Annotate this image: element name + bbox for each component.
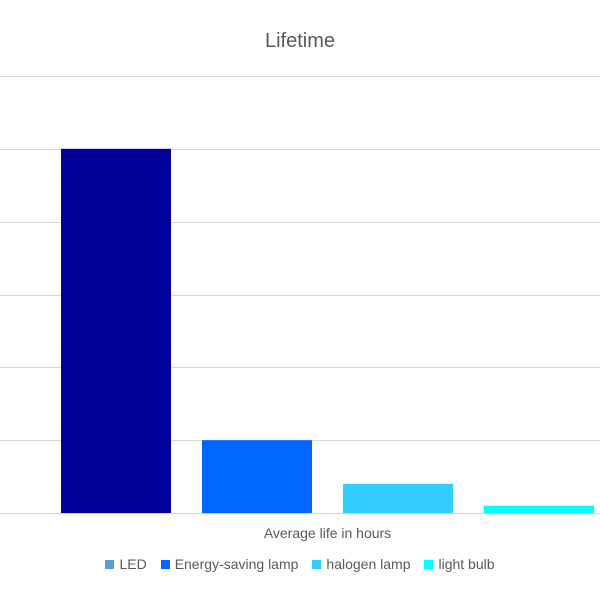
bar-halogen-lamp: [343, 483, 453, 513]
legend-swatch-light-bulb: [424, 559, 434, 569]
legend-item-halogen-lamp: halogen lamp: [312, 556, 410, 572]
legend-label-energy-saving-lamp: Energy-saving lamp: [174, 556, 299, 572]
legend-swatch-halogen-lamp: [312, 559, 322, 569]
bar-led: [61, 148, 171, 514]
legend-item-led: LED: [105, 556, 147, 572]
legend-item-light-bulb: light bulb: [424, 556, 495, 572]
bars: [61, 148, 594, 514]
legend-label-led: LED: [119, 556, 147, 572]
legend: LED Energy-saving lamp halogen lamp ligh…: [0, 556, 600, 572]
category-axis-label: Average life in hours: [263, 525, 392, 541]
legend-label-halogen-lamp: halogen lamp: [326, 556, 411, 572]
legend-item-energy-saving-lamp: Energy-saving lamp: [160, 556, 299, 572]
chart-title: Lifetime: [264, 30, 336, 52]
legend-swatch-energy-saving-lamp: [160, 559, 170, 569]
bar-energy-saving-lamp: [202, 440, 312, 513]
legend-swatch-led: [105, 559, 115, 569]
bar-light-bulb: [484, 505, 594, 513]
legend-label-light-bulb: light bulb: [438, 556, 495, 572]
